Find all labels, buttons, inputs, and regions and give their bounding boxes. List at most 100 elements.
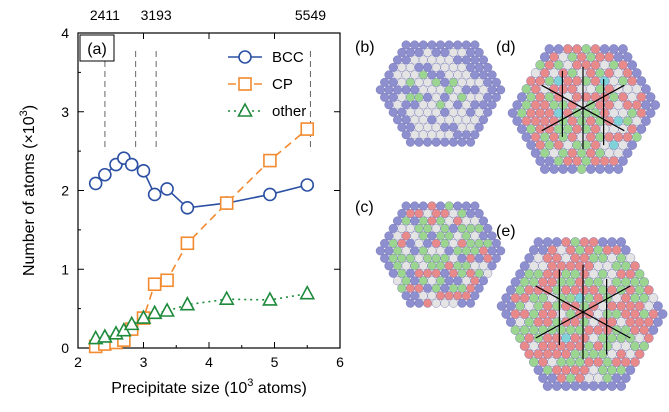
atom (598, 349, 608, 359)
atom (491, 238, 501, 248)
atom (448, 137, 458, 147)
atom (558, 84, 569, 94)
atom (599, 60, 610, 70)
atom (653, 317, 663, 327)
atom (474, 107, 484, 117)
atom (466, 62, 476, 72)
atom (570, 269, 581, 279)
atom (538, 357, 548, 367)
atom (470, 100, 480, 110)
atom (627, 60, 638, 70)
atom (632, 132, 642, 142)
atom (533, 269, 544, 279)
atom (552, 269, 562, 279)
atom (466, 283, 476, 293)
atom (384, 85, 394, 95)
atom (607, 317, 617, 327)
x-tick-label: 6 (336, 354, 344, 370)
atom (648, 293, 659, 303)
y-axis-label: Number of atoms (×103) (18, 105, 38, 276)
atom (616, 301, 627, 311)
atom (553, 44, 564, 54)
atom (644, 285, 654, 295)
atom (479, 115, 489, 125)
atom (547, 357, 558, 367)
atom (453, 231, 463, 241)
atom (644, 317, 654, 327)
y-tick-label: 2 (61, 183, 69, 199)
atom (533, 301, 544, 311)
atom (440, 47, 450, 57)
atom (599, 76, 610, 86)
atom (510, 293, 521, 303)
atom (563, 76, 573, 86)
atom (440, 62, 450, 72)
atom (517, 92, 527, 102)
atom (613, 148, 624, 158)
atom (501, 293, 512, 303)
atom (547, 309, 558, 319)
atom (561, 349, 571, 359)
atom (436, 201, 446, 211)
atom (586, 132, 596, 142)
atom (423, 107, 433, 117)
atom (515, 285, 525, 295)
atom (375, 246, 385, 256)
atom (457, 47, 467, 57)
atom (436, 276, 446, 286)
atom (630, 293, 640, 303)
atom (440, 122, 450, 132)
atom (540, 100, 550, 110)
atom (542, 349, 553, 359)
atom (604, 148, 615, 158)
atom (448, 268, 458, 278)
atom (423, 122, 433, 132)
atom (474, 92, 484, 102)
top-annotation: 5549 (295, 7, 326, 23)
atom (474, 62, 484, 72)
atom (410, 201, 420, 211)
atom (457, 62, 467, 72)
atom (535, 76, 546, 86)
atom (563, 156, 573, 166)
atom (470, 55, 480, 65)
atom (418, 115, 428, 125)
atom (590, 92, 601, 102)
atom (375, 85, 385, 95)
atom (639, 325, 650, 335)
atom (466, 208, 476, 218)
atom (622, 148, 633, 158)
atom (405, 238, 415, 248)
atom (526, 124, 536, 134)
atom (644, 301, 654, 311)
atom (517, 124, 527, 134)
atom (448, 298, 458, 308)
atom (636, 92, 647, 102)
atom (440, 268, 450, 278)
atom (558, 132, 569, 142)
atom (457, 223, 467, 233)
atom (414, 47, 424, 57)
atom (453, 291, 463, 301)
atom (524, 269, 535, 279)
y-tick-label: 1 (61, 261, 69, 277)
data-point-bcc (136, 164, 151, 178)
atom (618, 108, 628, 118)
atom (542, 333, 553, 343)
atom (595, 164, 605, 174)
data-point-bcc (180, 201, 195, 215)
atom (648, 325, 659, 335)
atom (384, 100, 394, 110)
atom (653, 301, 663, 311)
atom (540, 116, 550, 126)
atom (588, 333, 599, 343)
atom (414, 283, 424, 293)
series-other (87, 284, 316, 345)
y-tick-label: 0 (61, 340, 69, 356)
atom (431, 107, 441, 117)
atom (563, 44, 573, 54)
atom (470, 276, 480, 286)
atom (436, 216, 446, 226)
atom (558, 148, 569, 158)
atom (575, 245, 585, 255)
